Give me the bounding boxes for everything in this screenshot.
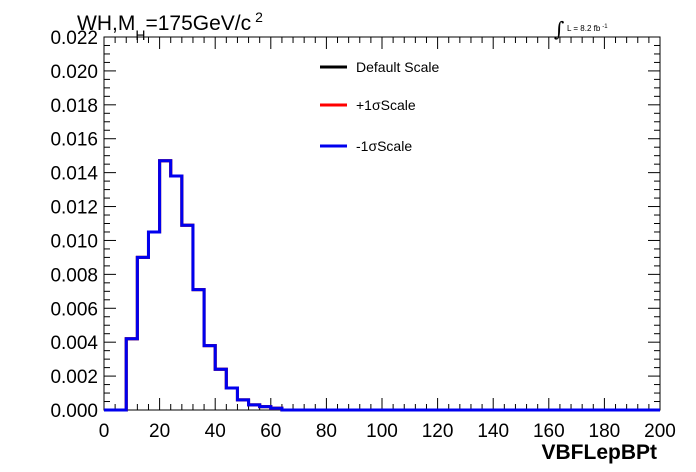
legend: Default Scale +1σScale -1σScale	[320, 59, 439, 154]
luminosity-text: L = 8.2 fb -1	[567, 24, 608, 33]
x-tick-label: 200	[644, 421, 676, 442]
luminosity-label: ∫ L = 8.2 fb -1	[554, 17, 608, 41]
x-tick-label: 20	[149, 421, 170, 442]
x-tick-label: 60	[260, 421, 281, 442]
y-tick-label: 0.012	[50, 198, 98, 219]
y-axis: 0.000 0.002 0.004 0.006 0.008 0.010 0.012 0.014…	[50, 28, 660, 422]
legend-label: Default Scale	[356, 59, 439, 75]
series-line-0	[104, 159, 660, 412]
integral-sign: ∫	[554, 17, 564, 41]
y-tick-label: 0.022	[50, 28, 98, 49]
legend-label: +1σScale	[356, 97, 416, 113]
plot-frame	[103, 36, 661, 411]
x-tick-label: 140	[477, 421, 509, 442]
y-tick-label: 0.014	[50, 164, 98, 185]
y-tick-label: 0.006	[50, 299, 98, 320]
series-line-1	[104, 159, 660, 412]
x-tick-label: 100	[366, 421, 398, 442]
y-tick-label: 0.008	[50, 265, 98, 286]
title-superscript: 2	[255, 9, 263, 25]
x-axis-label: VBFLepBPt	[542, 441, 658, 464]
x-tick-label: 160	[533, 421, 565, 442]
series-line-2	[104, 159, 660, 412]
x-tick-label: 120	[422, 421, 454, 442]
y-tick-label: 0.002	[50, 367, 98, 388]
y-tick-label: 0.018	[50, 96, 98, 117]
title-value: =175GeV/c	[145, 12, 251, 35]
y-tick-label: 0.010	[50, 231, 98, 252]
chart-title: WH,MH=175GeV/c 2	[77, 9, 263, 43]
legend-label: -1σScale	[356, 138, 412, 154]
x-tick-label: 180	[589, 421, 621, 442]
x-tick-label: 0	[99, 421, 110, 442]
y-tick-label: 0.020	[50, 62, 98, 83]
x-tick-label: 80	[316, 421, 337, 442]
title-subscript: H	[135, 27, 145, 43]
y-tick-label: 0.000	[50, 401, 98, 422]
x-tick-label: 40	[205, 421, 226, 442]
y-tick-label: 0.004	[50, 333, 98, 354]
y-tick-label: 0.016	[50, 130, 98, 151]
series-layer	[104, 159, 660, 412]
